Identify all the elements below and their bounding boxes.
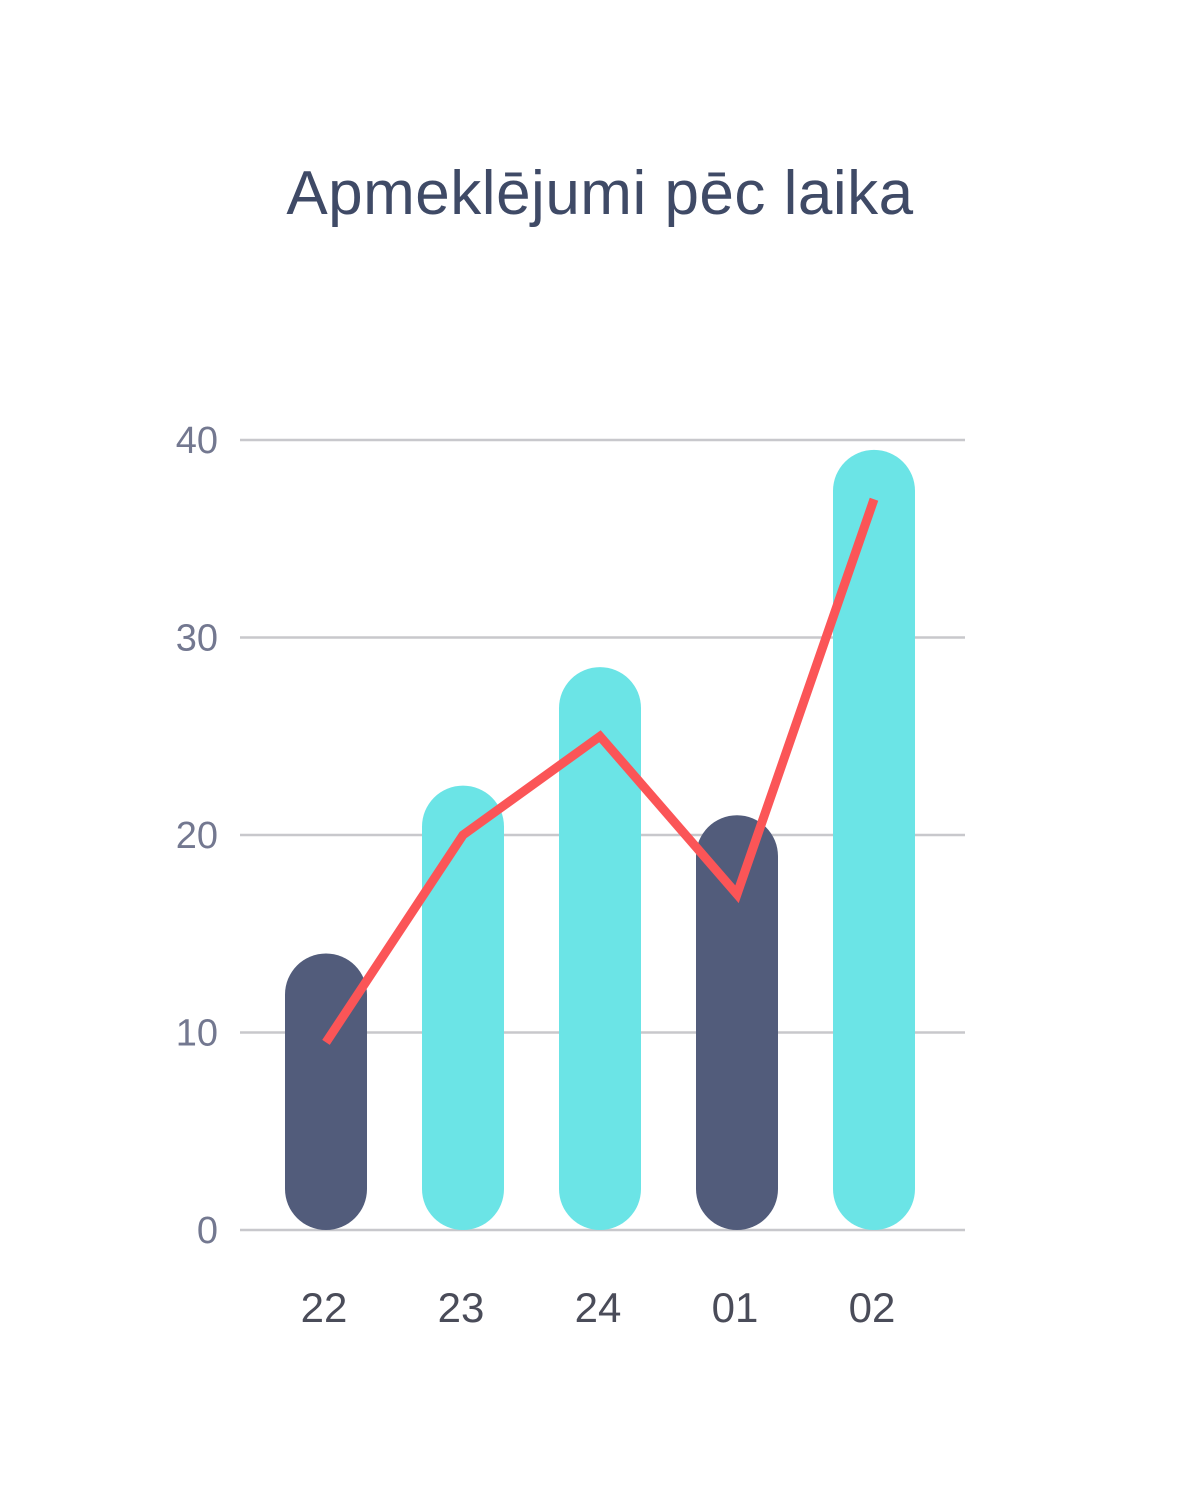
bar-23 bbox=[422, 785, 504, 1230]
bars bbox=[285, 449, 915, 1230]
y-tick-label: 10 bbox=[176, 1013, 218, 1055]
y-tick-label: 20 bbox=[176, 815, 218, 857]
x-tick-label: 02 bbox=[849, 1284, 896, 1331]
y-tick-label: 0 bbox=[197, 1210, 218, 1252]
x-axis-ticks: 22 23 24 01 02 bbox=[301, 1284, 896, 1331]
bar-22 bbox=[285, 953, 367, 1230]
y-tick-label: 30 bbox=[176, 618, 218, 660]
bar-24 bbox=[559, 667, 641, 1230]
x-tick-label: 22 bbox=[301, 1284, 348, 1331]
bar-01 bbox=[696, 815, 778, 1230]
y-axis-ticks: 0 10 20 30 40 bbox=[176, 420, 218, 1252]
x-tick-label: 23 bbox=[438, 1284, 485, 1331]
x-tick-label: 01 bbox=[712, 1284, 759, 1331]
bar-02 bbox=[833, 449, 915, 1230]
y-tick-label: 40 bbox=[176, 420, 218, 462]
chart-title: Apmeklējumi pēc laika bbox=[286, 159, 914, 228]
trend-line-layer bbox=[322, 497, 879, 1045]
x-tick-label: 24 bbox=[575, 1284, 622, 1331]
